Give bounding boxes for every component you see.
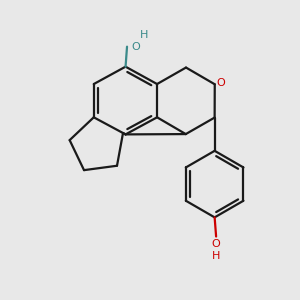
- Text: H: H: [212, 251, 220, 261]
- Text: O: O: [131, 42, 140, 52]
- Text: O: O: [212, 239, 220, 250]
- Text: H: H: [140, 31, 149, 40]
- Text: O: O: [217, 78, 226, 88]
